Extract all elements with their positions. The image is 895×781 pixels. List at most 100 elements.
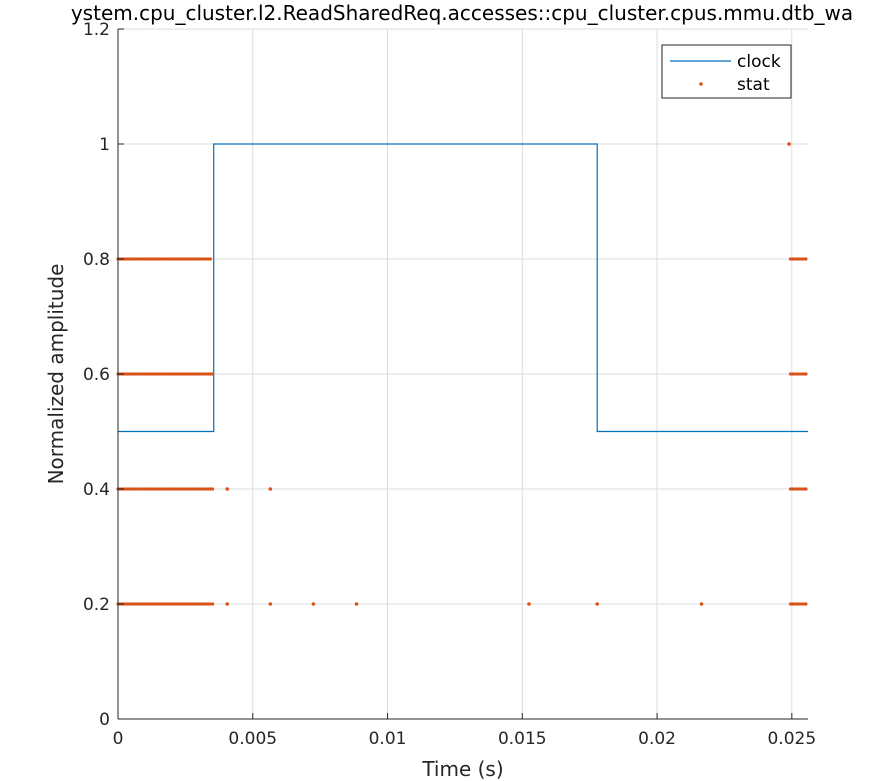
stat-point — [268, 602, 273, 606]
stat-point — [140, 602, 144, 606]
stat-point — [173, 257, 177, 261]
stat-point — [184, 602, 188, 606]
stat-point — [793, 602, 797, 606]
stat-point — [202, 487, 206, 491]
stat-point — [225, 602, 229, 606]
stat-point — [204, 487, 208, 491]
stat-point — [162, 372, 166, 376]
stat-point — [202, 372, 206, 376]
stat-point — [125, 372, 129, 376]
stat-point — [184, 372, 188, 376]
stat-point — [127, 372, 131, 376]
stat-point — [175, 487, 179, 491]
stat-point — [268, 487, 273, 491]
stat-point — [158, 487, 162, 491]
stat-point — [175, 602, 179, 606]
stat-point — [169, 487, 173, 491]
y-tick-label: 0.4 — [83, 480, 110, 500]
stat-point — [802, 602, 806, 606]
stat-point — [140, 372, 144, 376]
stat-point — [200, 372, 204, 376]
stat-point — [795, 487, 799, 491]
stat-point — [189, 487, 193, 491]
stat-point — [204, 257, 208, 261]
stat-point — [200, 257, 204, 261]
stat-point — [169, 602, 173, 606]
stat-point — [131, 257, 135, 261]
stat-point — [184, 257, 188, 261]
stat-point — [178, 487, 182, 491]
stat-point — [791, 487, 795, 491]
stat-point — [138, 257, 142, 261]
stat-point — [182, 257, 186, 261]
stat-point — [151, 372, 155, 376]
stat-point — [142, 487, 146, 491]
stat-point — [206, 602, 210, 606]
stat-point — [793, 257, 797, 261]
legend-box — [661, 44, 792, 99]
stat-point — [795, 602, 799, 606]
stat-point — [178, 372, 182, 376]
stat-point — [129, 257, 133, 261]
stat-point — [158, 257, 162, 261]
stat-point — [158, 372, 162, 376]
stat-point — [173, 602, 177, 606]
stat-point — [197, 602, 201, 606]
stat-point — [173, 487, 177, 491]
stat-point — [799, 257, 804, 261]
stat-point — [156, 372, 160, 376]
stat-point — [791, 257, 795, 261]
stat-point — [211, 372, 215, 376]
stat-point — [178, 257, 182, 261]
stat-point — [134, 372, 138, 376]
stat-point — [153, 372, 157, 376]
stat-point — [151, 602, 155, 606]
stat-point — [167, 602, 171, 606]
x-axis-label: Time (s) — [421, 757, 503, 781]
grid — [118, 28, 808, 719]
stat-point — [145, 602, 149, 606]
stat-point — [142, 257, 146, 261]
stat-point — [208, 257, 212, 261]
stat-point — [200, 487, 204, 491]
stat-point — [162, 602, 166, 606]
stat-point — [182, 372, 186, 376]
stat-point — [156, 602, 160, 606]
stat-point — [151, 487, 155, 491]
stat-point — [127, 602, 131, 606]
stat-point — [171, 372, 175, 376]
stat-point — [136, 372, 140, 376]
stat-point — [140, 487, 144, 491]
stat-point — [129, 602, 133, 606]
stat-point — [171, 257, 175, 261]
stat-point — [787, 142, 791, 146]
stat-point — [186, 602, 190, 606]
stat-point — [164, 372, 168, 376]
x-tick-label: 0.02 — [638, 729, 676, 749]
stat-point — [178, 602, 182, 606]
stat-point — [802, 257, 806, 261]
stat-point — [125, 602, 129, 606]
stat-point — [189, 372, 193, 376]
stat-point — [142, 372, 146, 376]
stat-point — [138, 372, 142, 376]
stat-point — [804, 257, 808, 261]
stat-point — [186, 372, 190, 376]
stat-point — [788, 257, 793, 261]
stat-point — [145, 257, 149, 261]
x-tick-label: 0.025 — [767, 729, 816, 749]
stat-point — [802, 372, 806, 376]
stat-point — [147, 257, 151, 261]
stat-point — [129, 372, 133, 376]
stat-point — [189, 602, 193, 606]
stat-point — [162, 257, 166, 261]
stat-point — [793, 487, 797, 491]
stat-point — [797, 487, 801, 491]
stat-point — [191, 602, 195, 606]
stat-point — [138, 487, 142, 491]
stat-point — [797, 602, 801, 606]
stat-point — [123, 602, 127, 606]
stat-point — [802, 487, 806, 491]
stat-point — [225, 487, 229, 491]
